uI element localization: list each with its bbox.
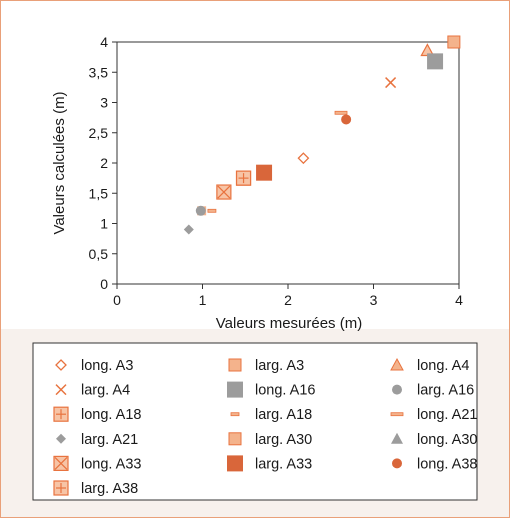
x-tick-label: 3 xyxy=(370,292,378,308)
y-tick-label: 4 xyxy=(100,34,108,50)
legend-marker xyxy=(392,384,402,395)
legend-label: larg. A38 xyxy=(81,481,138,497)
legend-marker xyxy=(228,432,242,446)
data-point xyxy=(341,114,352,125)
legend-label: long. A30 xyxy=(417,432,477,448)
legend-label: long. A18 xyxy=(81,407,141,423)
legend-label: long. A16 xyxy=(255,383,315,399)
legend-label: larg. A4 xyxy=(81,383,130,399)
legend-label: long. A3 xyxy=(81,358,133,374)
data-point xyxy=(195,205,206,216)
data-point xyxy=(256,164,273,181)
legend-item: larg. A33 xyxy=(227,455,312,472)
x-tick-label: 2 xyxy=(284,292,292,308)
y-tick-label: 2,5 xyxy=(89,125,109,141)
data-marks xyxy=(183,35,461,235)
data-point xyxy=(183,224,194,235)
legend-marker xyxy=(55,359,67,371)
legend-marker xyxy=(230,412,240,417)
legend-marker xyxy=(53,455,69,471)
data-point xyxy=(427,53,444,70)
legend-item: larg. A38 xyxy=(53,480,138,497)
x-axis-label: Valeurs mesurées (m) xyxy=(216,315,362,332)
legend-marker xyxy=(392,458,402,469)
data-point xyxy=(297,152,310,165)
y-tick-label: 3,5 xyxy=(89,64,109,80)
legend-item: long. A21 xyxy=(390,407,477,423)
legend-item: larg. A16 xyxy=(392,383,474,399)
legend: long. A3 larg. A3 long. A4 larg. A4 long. A1… xyxy=(53,357,477,497)
legend-marker xyxy=(53,406,69,422)
legend-item: larg. A30 xyxy=(228,432,312,448)
legend-marker xyxy=(56,433,66,444)
legend-marker xyxy=(391,432,403,444)
plot-background xyxy=(1,1,509,329)
y-tick-label: 0 xyxy=(100,276,108,292)
legend-marker xyxy=(55,384,67,396)
legend-marker xyxy=(53,480,69,496)
legend-label: larg. A16 xyxy=(417,383,474,399)
legend-marker xyxy=(228,358,242,372)
legend-item: long. A18 xyxy=(53,406,141,423)
legend-item: long. A30 xyxy=(391,432,477,448)
legend-label: long. A33 xyxy=(81,456,141,472)
y-tick-label: 3 xyxy=(100,95,108,111)
legend-item: larg. A18 xyxy=(230,407,312,423)
legend-marker xyxy=(227,455,243,472)
legend-item: long. A33 xyxy=(53,455,141,472)
data-point xyxy=(385,77,397,89)
data-point xyxy=(447,35,461,49)
y-axis-label: Valeurs calculées (m) xyxy=(51,91,68,234)
x-tick-label: 1 xyxy=(199,292,207,308)
legend-label: larg. A30 xyxy=(255,432,312,448)
y-tick-label: 1,5 xyxy=(89,185,109,201)
legend-marker xyxy=(227,381,243,398)
legend-label: larg. A21 xyxy=(81,432,138,448)
y-tick-label: 0,5 xyxy=(89,246,109,262)
legend-item: long. A16 xyxy=(227,381,315,399)
legend-label: long. A38 xyxy=(417,456,477,472)
data-point xyxy=(216,184,232,200)
legend-item: larg. A3 xyxy=(228,358,304,374)
legend-marker xyxy=(390,412,404,417)
legend-label: long. A4 xyxy=(417,358,469,374)
x-tick-label: 0 xyxy=(113,292,121,308)
x-tick-label: 4 xyxy=(455,292,463,308)
data-point xyxy=(207,208,217,213)
legend-label: larg. A3 xyxy=(255,358,304,374)
y-tick-label: 2 xyxy=(100,155,108,171)
legend-item: larg. A4 xyxy=(55,383,130,399)
legend-item: long. A3 xyxy=(55,358,133,374)
legend-item: larg. A21 xyxy=(56,432,138,448)
legend-item: long. A4 xyxy=(390,357,469,374)
legend-item: long. A38 xyxy=(392,456,477,472)
legend-label: larg. A18 xyxy=(255,407,312,423)
legend-label: long. A21 xyxy=(417,407,477,423)
data-point xyxy=(334,110,348,115)
axes: 0 1 2 3 4 0 0,5 1 1,5 2 2,5 3 3,5 4 xyxy=(89,34,464,308)
data-point xyxy=(235,170,252,186)
legend-label: larg. A33 xyxy=(255,456,312,472)
legend-marker xyxy=(390,357,404,371)
y-tick-label: 1 xyxy=(100,216,108,232)
